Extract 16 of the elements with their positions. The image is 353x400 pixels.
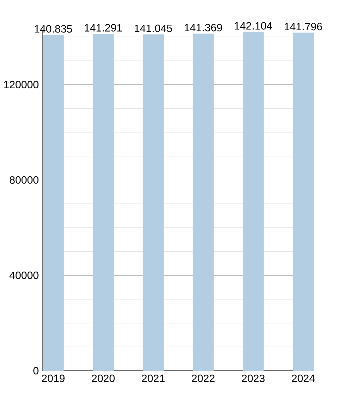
x-tick-label: 2020 bbox=[92, 374, 115, 382]
data-label: 141.369 bbox=[184, 24, 222, 32]
x-tick-label: 2021 bbox=[142, 374, 165, 382]
x-tick-label: 2024 bbox=[292, 374, 315, 382]
data-label: 140.835 bbox=[34, 25, 72, 33]
x-tick-label: 2023 bbox=[242, 374, 265, 382]
y-tick-label: 40000 bbox=[10, 272, 39, 280]
data-label: 141.045 bbox=[134, 24, 172, 32]
x-tick-label: 2022 bbox=[192, 374, 215, 382]
x-tick-label: 2019 bbox=[42, 374, 65, 382]
y-tick-label: 80000 bbox=[10, 176, 39, 184]
y-tick-label: 0 bbox=[33, 367, 39, 375]
data-label: 141.291 bbox=[84, 24, 122, 32]
data-label: 141.796 bbox=[284, 23, 322, 31]
data-label: 142.104 bbox=[234, 22, 272, 30]
y-tick-label: 120000 bbox=[4, 81, 39, 89]
